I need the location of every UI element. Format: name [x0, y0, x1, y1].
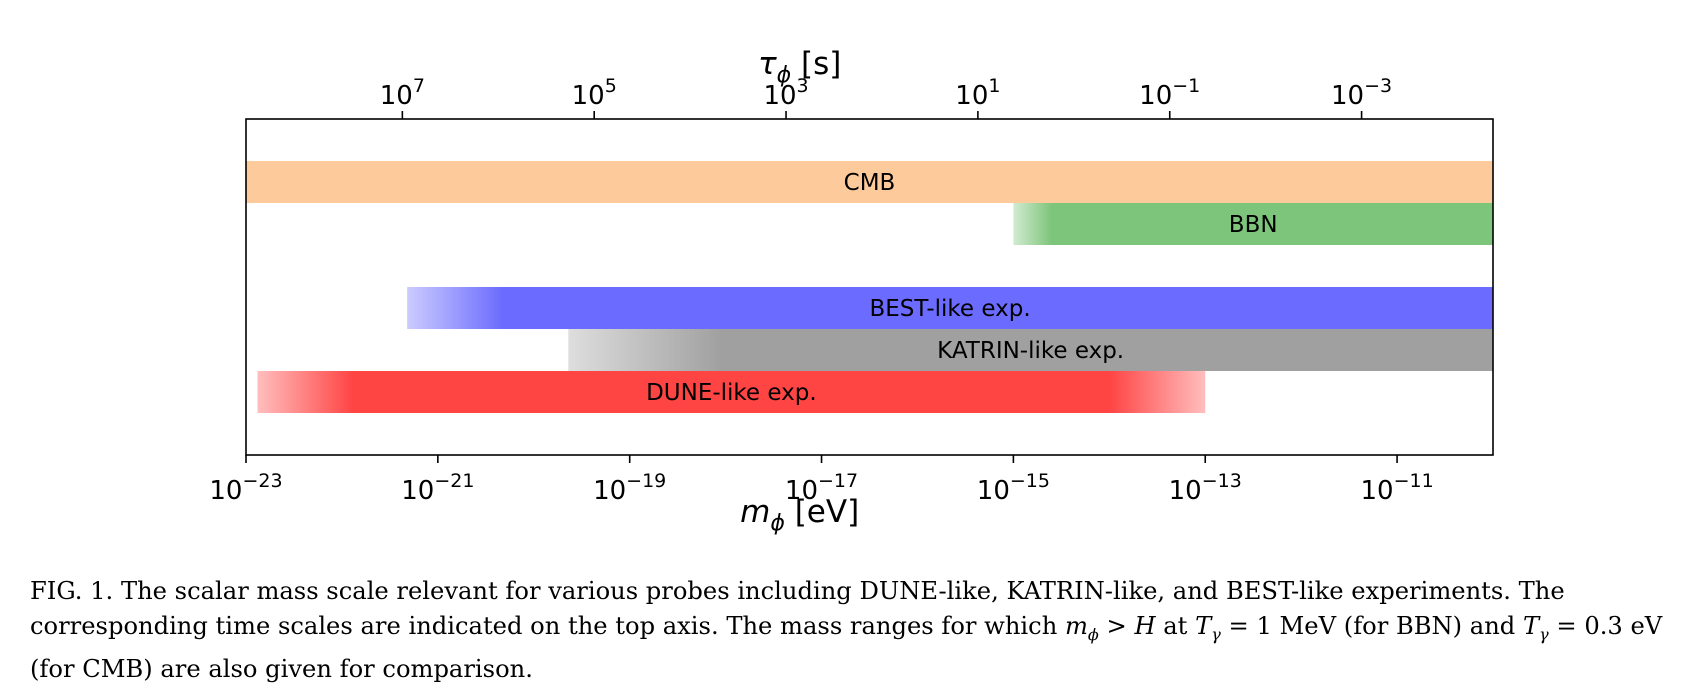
bottom-axis: 10−23 10−21 10−19 10−17 10−15 10−13 10−11	[209, 455, 1434, 506]
band-best-like-exp	[407, 287, 1493, 329]
caption-gt: >	[1098, 612, 1135, 640]
band-label-dune-like-exp: DUNE-like exp.	[646, 380, 817, 406]
bottom-tick-label: 10−13	[1169, 470, 1242, 506]
bottom-tick-label: 10−15	[977, 470, 1050, 506]
caption-T1: T	[1195, 612, 1212, 640]
caption-gamma2: γ	[1539, 624, 1549, 644]
caption-at: at	[1155, 612, 1196, 640]
x-axis-title: mϕ [eV]	[740, 494, 859, 536]
top-tick-label: 105	[572, 75, 617, 111]
bottom-tick-label: 10−23	[209, 470, 282, 506]
top-tick-label: 101	[955, 75, 1000, 111]
top-tick-label: 10−3	[1331, 75, 1392, 111]
bottom-tick-label: 10−21	[401, 470, 474, 506]
band-dune-like-exp	[257, 371, 1206, 413]
band-label-bbn: BBN	[1229, 212, 1278, 238]
x-axis-var: m	[740, 494, 770, 530]
caption-H: H	[1134, 612, 1156, 640]
caption-eq1: = 1 MeV (for BBN) and	[1220, 612, 1523, 640]
plot-frame	[245, 118, 1494, 456]
top-axis-var: τ	[758, 46, 777, 82]
bottom-tick-label: 10−17	[785, 470, 858, 506]
caption-gamma1: γ	[1211, 624, 1221, 644]
top-axis-unit: [s]	[791, 46, 841, 82]
x-axis-sub: ϕ	[770, 511, 785, 536]
caption-m: m	[1064, 612, 1088, 640]
top-tick-label: 103	[763, 75, 808, 111]
top-tick-label: 10−1	[1139, 75, 1200, 111]
x-axis-unit: [eV]	[785, 494, 859, 530]
bottom-tick-label: 10−11	[1360, 470, 1433, 506]
bottom-tick-label: 10−19	[593, 470, 666, 506]
mass-scale-chart: CMB BBN BEST-like exp. KATRIN-like exp. DUNE…	[209, 46, 1494, 536]
band-label-cmb: CMB	[844, 170, 896, 196]
caption-eq2: = 0.3 eV (for CMB) are also given for co…	[30, 612, 1663, 683]
top-axis: 107 105 103 101 10−1 10−3	[380, 75, 1392, 119]
band-label-best-like-exp: BEST-like exp.	[869, 296, 1030, 322]
band-bbn	[1013, 203, 1493, 245]
caption-T2: T	[1522, 612, 1540, 640]
bands-layer: CMB BBN BEST-like exp. KATRIN-like exp. DUNE…	[246, 161, 1493, 413]
caption-phi: ϕ	[1087, 624, 1099, 644]
top-tick-label: 107	[380, 75, 425, 111]
figure-caption: FIG. 1. The scalar mass scale relevant f…	[30, 574, 1680, 687]
top-axis-sub: ϕ	[777, 63, 792, 88]
top-axis-title: τϕ [s]	[758, 46, 841, 88]
band-katrin-like-exp	[568, 329, 1493, 371]
band-label-katrin-like-exp: KATRIN-like exp.	[937, 338, 1124, 364]
band-cmb	[246, 161, 1493, 203]
caption-text-1: FIG. 1. The scalar mass scale relevant f…	[30, 577, 1565, 640]
